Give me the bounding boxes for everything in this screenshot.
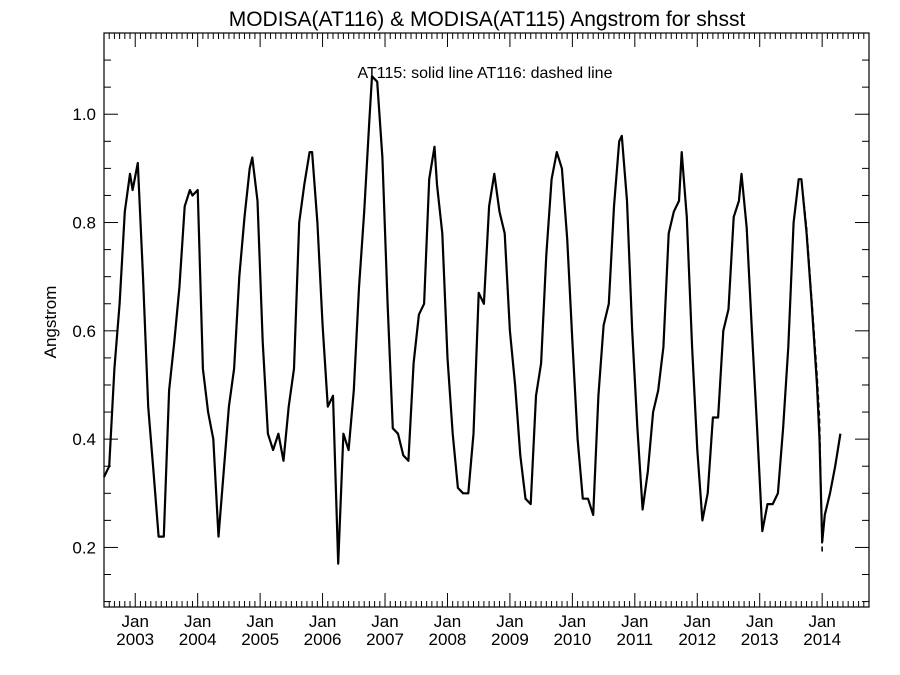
x-tick-label-year: 2006 — [304, 630, 342, 649]
x-tick-label-month: Jan — [434, 612, 461, 631]
axis-ticks: 0.20.40.60.81.0Jan2003Jan2004Jan2005Jan2… — [72, 33, 870, 649]
y-tick-label: 0.2 — [72, 538, 96, 557]
x-tick-label-year: 2008 — [429, 630, 467, 649]
x-tick-label-month: Jan — [496, 612, 523, 631]
x-tick-label-year: 2014 — [803, 630, 841, 649]
x-tick-label-year: 2003 — [116, 630, 154, 649]
series-line-at115 — [103, 75, 842, 565]
chart-title: MODISA(AT116) & MODISA(AT115) Angstrom f… — [229, 8, 746, 31]
x-tick-label-month: Jan — [122, 612, 149, 631]
x-tick-label-month: Jan — [371, 612, 398, 631]
x-tick-label-month: Jan — [808, 612, 835, 631]
x-tick-label-month: Jan — [309, 612, 336, 631]
x-tick-label-year: 2010 — [553, 630, 591, 649]
x-tick-label-year: 2004 — [179, 630, 217, 649]
y-tick-label: 0.8 — [72, 214, 96, 233]
x-tick-label-year: 2012 — [678, 630, 716, 649]
y-tick-label: 1.0 — [72, 105, 96, 124]
plot-frame — [103, 32, 870, 608]
y-tick-label: 0.4 — [72, 430, 96, 449]
series-line-at116 — [800, 179, 823, 553]
x-tick-label-year: 2009 — [491, 630, 529, 649]
x-tick-label-month: Jan — [184, 612, 211, 631]
line-style-annotation: AT115: solid line AT116: dashed line — [358, 65, 613, 82]
x-tick-label-month: Jan — [246, 612, 273, 631]
x-tick-label-month: Jan — [684, 612, 711, 631]
y-axis-label: Angstrom — [41, 286, 60, 359]
x-tick-label-year: 2013 — [741, 630, 779, 649]
x-tick-label-month: Jan — [621, 612, 648, 631]
x-tick-label-year: 2005 — [241, 630, 279, 649]
data-series — [103, 75, 842, 565]
x-tick-label-month: Jan — [559, 612, 586, 631]
x-tick-label-year: 2007 — [366, 630, 404, 649]
x-tick-label-month: Jan — [746, 612, 773, 631]
y-tick-label: 0.6 — [72, 322, 96, 341]
x-tick-label-year: 2011 — [617, 630, 654, 649]
